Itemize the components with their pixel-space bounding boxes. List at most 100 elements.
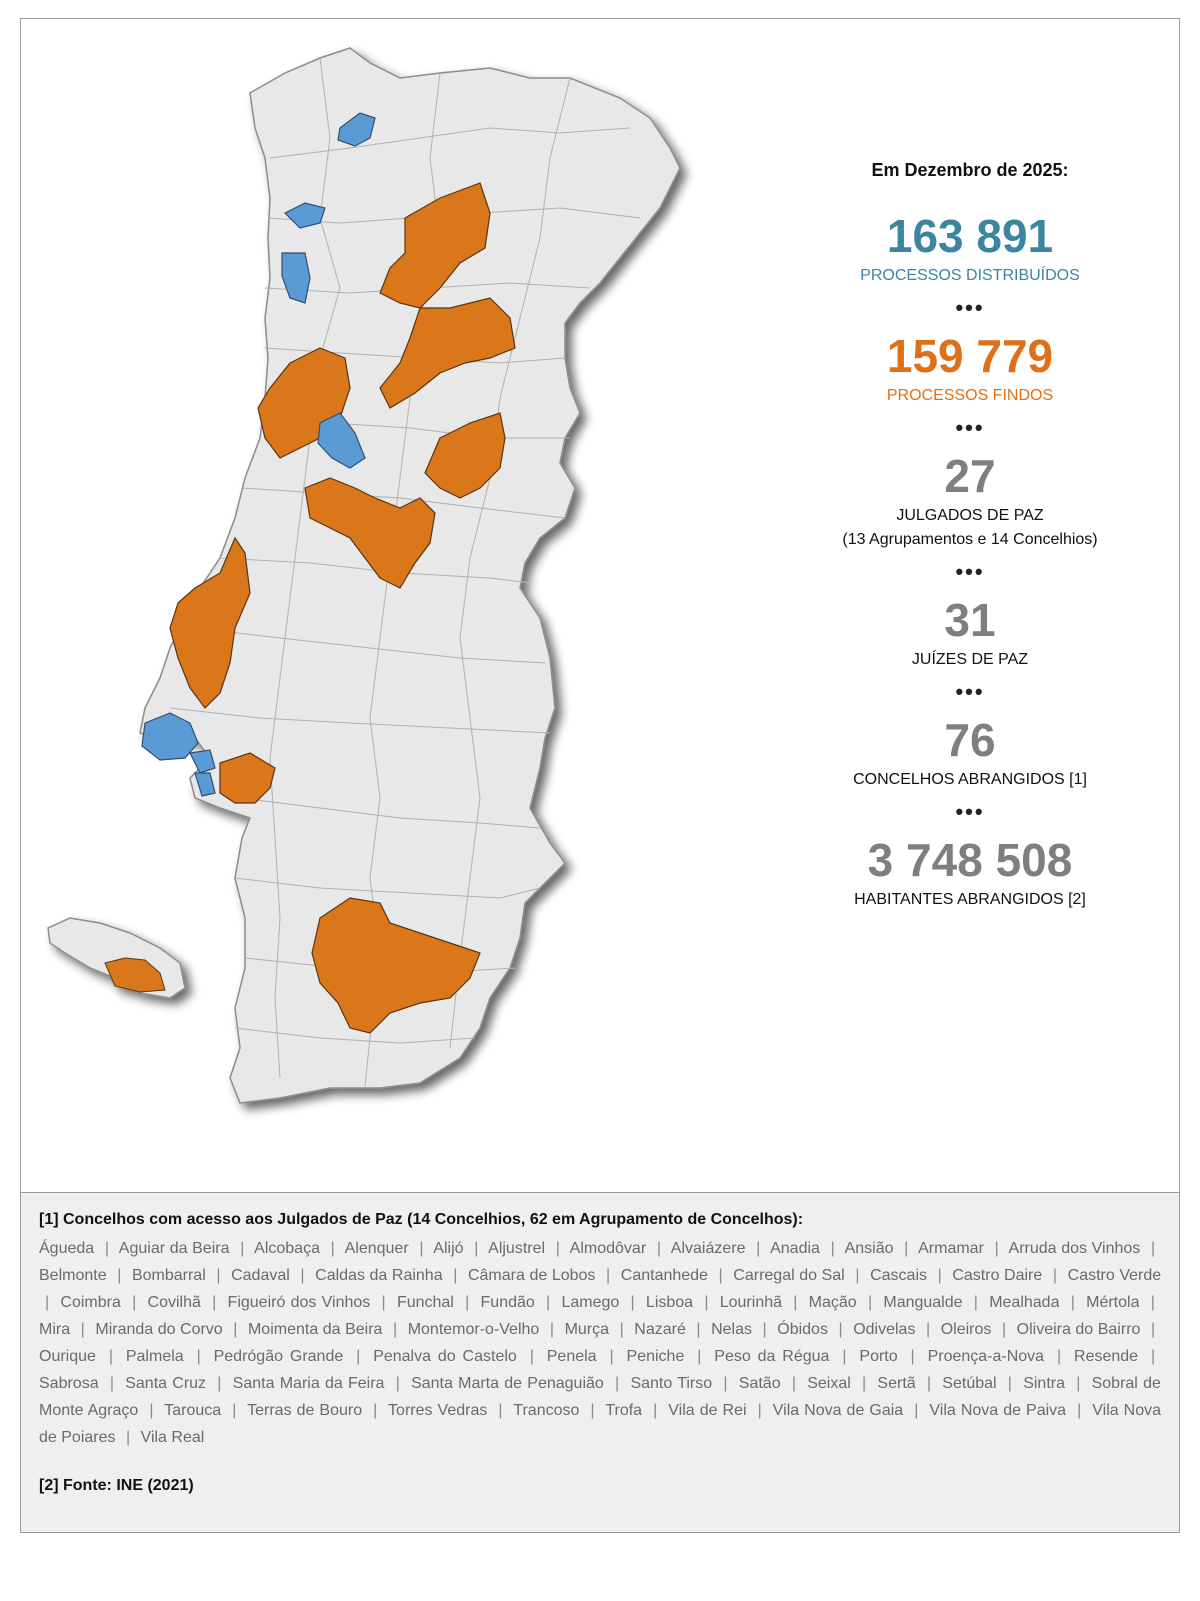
list-separator: | xyxy=(926,1321,931,1338)
concelho-item: Ansião xyxy=(844,1240,894,1257)
concelho-item: Alcobaça xyxy=(254,1240,320,1257)
list-separator: | xyxy=(356,1348,361,1365)
list-separator: | xyxy=(973,1294,978,1311)
list-separator: | xyxy=(330,1240,335,1257)
list-separator: | xyxy=(793,1294,798,1311)
list-separator: | xyxy=(1150,1321,1156,1338)
list-separator: | xyxy=(212,1294,217,1311)
concelho-item: Vila Nova de Gaia xyxy=(772,1402,904,1419)
concelho-item: Funchal xyxy=(396,1294,454,1311)
concelho-item: Fundão xyxy=(480,1294,535,1311)
concelho-item: Alenquer xyxy=(344,1240,409,1257)
list-separator: | xyxy=(465,1294,470,1311)
list-separator: | xyxy=(80,1321,85,1338)
stats-intro: Em Dezembro de 2025: xyxy=(871,160,1069,180)
list-separator: | xyxy=(723,1375,728,1392)
julgados-de-paz-value: 27 xyxy=(944,450,996,502)
concelho-item: Sabrosa xyxy=(39,1375,99,1392)
list-separator: | xyxy=(132,1294,137,1311)
footnote-2: [2] Fonte: INE (2021) xyxy=(39,1477,194,1494)
concelho-item: Armamar xyxy=(918,1240,984,1257)
list-separator: | xyxy=(615,1375,620,1392)
list-separator: | xyxy=(1077,1402,1082,1419)
concelho-item: Anadia xyxy=(770,1240,820,1257)
list-separator: | xyxy=(1070,1294,1075,1311)
processos-distribuidos-value: 163 891 xyxy=(886,210,1054,262)
concelho-item: Vila de Rei xyxy=(668,1402,747,1419)
concelho-item: Aguiar da Beira xyxy=(118,1240,230,1257)
list-separator: | xyxy=(937,1267,942,1284)
concelho-item: Penela xyxy=(546,1348,597,1365)
list-separator: | xyxy=(1007,1375,1012,1392)
processos-findos-label: PROCESSOS FINDOS xyxy=(886,387,1054,404)
list-separator: | xyxy=(855,1267,860,1284)
list-separator: | xyxy=(862,1375,867,1392)
separator-dots: ••• xyxy=(955,415,985,440)
concelho-item: Aljustrel xyxy=(488,1240,546,1257)
list-separator: | xyxy=(590,1402,595,1419)
concelho-item: Ourique xyxy=(39,1348,96,1365)
concelho-item: Santo Tirso xyxy=(630,1375,713,1392)
concelho-item: Cadaval xyxy=(231,1267,290,1284)
list-separator: | xyxy=(606,1267,611,1284)
julgados-de-paz-label: JULGADOS DE PAZ xyxy=(896,507,1044,524)
julgados-de-paz-sublabel: (13 Agrupamentos e 14 Concelhios) xyxy=(842,531,1098,548)
concelho-item: Pedrógão Grande xyxy=(213,1348,344,1365)
list-separator: | xyxy=(529,1348,534,1365)
concelho-item: Covilhã xyxy=(147,1294,201,1311)
concelho-item: Bombarral xyxy=(131,1267,206,1284)
concelho-item: Nazaré xyxy=(634,1321,686,1338)
list-separator: | xyxy=(756,1240,761,1257)
concelho-item: Satão xyxy=(738,1375,781,1392)
list-separator: | xyxy=(1150,1348,1156,1365)
list-separator: | xyxy=(109,1375,114,1392)
juizes-de-paz-value: 31 xyxy=(944,594,996,646)
processos-distribuidos-label: PROCESSOS DISTRIBUÍDOS xyxy=(860,267,1080,284)
concelho-item: Moimenta da Beira xyxy=(247,1321,383,1338)
concelho-item: Carregal do Sal xyxy=(733,1267,845,1284)
list-separator: | xyxy=(1150,1240,1156,1257)
list-separator: | xyxy=(117,1267,122,1284)
concelho-item: Torres Vedras xyxy=(388,1402,488,1419)
list-separator: | xyxy=(697,1348,702,1365)
list-separator: | xyxy=(196,1348,201,1365)
concelho-item: Vila Real xyxy=(140,1429,205,1446)
concelho-item: Cantanhede xyxy=(620,1267,708,1284)
concelhos-abrangidos-value: 76 xyxy=(944,714,996,766)
concelho-item: Alvaiázere xyxy=(670,1240,746,1257)
concelho-item: Vila Nova de Paiva xyxy=(929,1402,1067,1419)
concelho-item: Peso da Régua xyxy=(714,1348,830,1365)
list-separator: | xyxy=(498,1402,503,1419)
stats-panel: Em Dezembro de 2025: 163 891 PROCESSOS D… xyxy=(820,160,1120,911)
concelho-item: Câmara de Lobos xyxy=(467,1267,596,1284)
list-separator: | xyxy=(419,1240,424,1257)
list-separator: | xyxy=(232,1402,237,1419)
list-separator: | xyxy=(867,1294,873,1311)
concelho-item: Mação xyxy=(808,1294,857,1311)
list-separator: | xyxy=(910,1348,915,1365)
concelho-item: Águeda xyxy=(39,1240,95,1257)
list-separator: | xyxy=(240,1240,245,1257)
concelho-item: Montemor-o-Velho xyxy=(407,1321,540,1338)
list-separator: | xyxy=(830,1240,835,1257)
concelho-item: Almodôvar xyxy=(569,1240,647,1257)
list-separator: | xyxy=(549,1321,555,1338)
list-separator: | xyxy=(757,1402,762,1419)
madeira-island xyxy=(47,917,186,999)
concelho-item: Lourinhã xyxy=(719,1294,783,1311)
processos-findos-value: 159 779 xyxy=(886,330,1054,382)
concelho-item: Sertã xyxy=(877,1375,916,1392)
concelho-item: Santa Cruz xyxy=(125,1375,207,1392)
list-separator: | xyxy=(630,1294,635,1311)
list-separator: | xyxy=(718,1267,723,1284)
concelho-item: Peniche xyxy=(626,1348,685,1365)
concelho-item: Castro Daire xyxy=(952,1267,1043,1284)
list-separator: | xyxy=(395,1375,400,1392)
concelho-item: Caldas da Rainha xyxy=(315,1267,443,1284)
concelho-item: Santa Maria da Feira xyxy=(232,1375,385,1392)
separator-dots: ••• xyxy=(955,799,985,824)
list-separator: | xyxy=(546,1294,551,1311)
list-separator: | xyxy=(108,1348,113,1365)
list-separator: | xyxy=(474,1240,479,1257)
concelho-item: Setúbal xyxy=(942,1375,997,1392)
